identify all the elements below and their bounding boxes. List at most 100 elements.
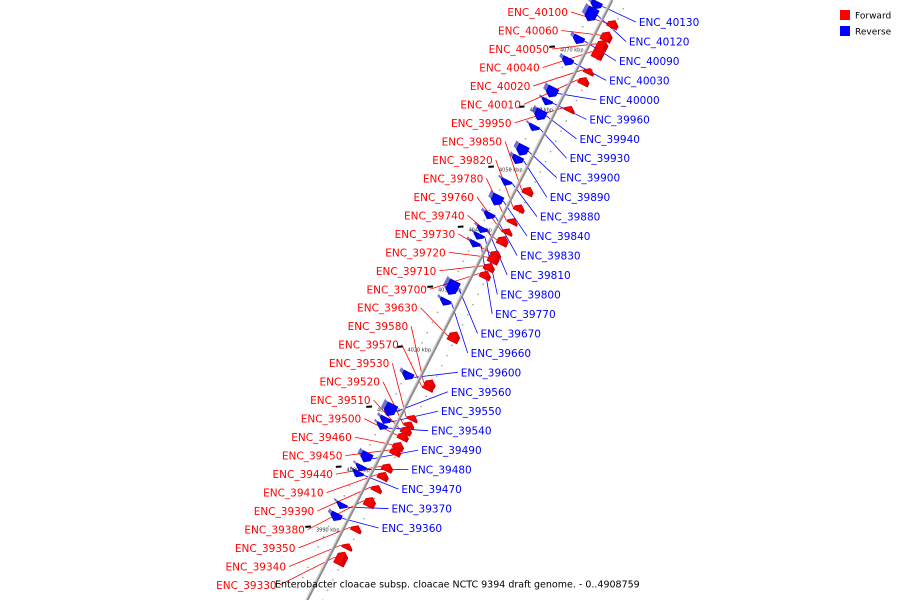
gene-feature-enc-39340[interactable] [341,543,353,552]
gene-feature-enc-39720[interactable] [486,253,500,266]
gene-label-enc-39560[interactable]: ENC_39560 [451,387,511,399]
gene-feature-enc-40000[interactable] [543,82,560,98]
gene-feature-enc-39460[interactable] [391,441,405,453]
gene-feature-enc-39660[interactable] [437,293,452,306]
gene-label-enc-39630[interactable]: ENC_39630 [357,303,417,315]
gene-feature-enc-39360[interactable] [327,508,343,522]
gene-label-enc-40040[interactable]: ENC_40040 [479,62,539,74]
gene-feature-enc-39960[interactable] [539,94,554,106]
gene-feature-enc-39930[interactable] [525,119,541,132]
gene-feature-enc-40020[interactable] [582,68,595,77]
gene-label-enc-39830[interactable]: ENC_39830 [520,251,580,263]
gene-label-enc-39370[interactable]: ENC_39370 [391,504,451,516]
gene-label-enc-39670[interactable]: ENC_39670 [481,328,541,340]
gene-label-enc-39570[interactable]: ENC_39570 [338,340,398,352]
gene-feature-enc-39570[interactable] [421,384,434,393]
gene-arrow-enc-39470[interactable] [352,468,365,478]
gene-label-enc-39660[interactable]: ENC_39660 [471,348,531,360]
gene-label-enc-39480[interactable]: ENC_39480 [411,465,471,477]
gene-feature-enc-39880[interactable] [498,174,513,186]
gene-arrow-enc-40030[interactable] [561,55,575,66]
gene-feature-enc-39830[interactable] [481,207,496,220]
gene-label-enc-39780[interactable]: ENC_39780 [423,173,483,185]
gene-label-enc-40090[interactable]: ENC_40090 [619,56,679,68]
gene-feature-enc-39710[interactable] [482,263,495,274]
gene-label-enc-39550[interactable]: ENC_39550 [441,406,501,418]
gene-feature-enc-40030[interactable] [559,52,575,66]
gene-arrow-enc-39880[interactable] [500,177,513,186]
gene-arrow-enc-40000[interactable] [545,84,560,98]
gene-feature-enc-39370[interactable] [333,497,348,510]
gene-arrow-enc-40120[interactable] [584,5,600,22]
gene-label-enc-39530[interactable]: ENC_39530 [329,358,389,370]
gene-feature-enc-40130[interactable] [588,0,603,10]
gene-label-enc-39760[interactable]: ENC_39760 [413,192,473,204]
gene-feature-enc-39800[interactable] [470,228,485,240]
gene-feature-enc-39480[interactable] [353,460,368,472]
gene-arrow-enc-39810[interactable] [476,224,489,234]
gene-feature-enc-39890[interactable] [509,151,525,165]
gene-label-enc-39930[interactable]: ENC_39930 [570,153,630,165]
gene-feature-enc-40040[interactable] [590,47,605,62]
gene-feature-enc-39560[interactable] [381,398,399,417]
gene-label-enc-39410[interactable]: ENC_39410 [263,488,323,500]
gene-feature-enc-39940[interactable] [531,104,548,121]
gene-label-enc-40030[interactable]: ENC_40030 [609,75,669,87]
gene-feature-enc-39780[interactable] [506,218,518,227]
gene-arrow-enc-39800[interactable] [473,231,485,240]
gene-arrow-enc-39770[interactable] [469,238,481,248]
gene-feature-enc-39390[interactable] [370,485,383,495]
gene-feature-enc-40100[interactable] [606,20,619,31]
gene-label-enc-40100[interactable]: ENC_40100 [507,7,567,19]
gene-feature-enc-39850[interactable] [521,186,534,198]
gene-label-enc-39940[interactable]: ENC_39940 [579,134,639,146]
gene-feature-enc-39740[interactable] [495,236,509,248]
gene-label-enc-39340[interactable]: ENC_39340 [226,562,286,574]
gene-feature-enc-39330[interactable] [333,551,349,568]
gene-label-enc-40050[interactable]: ENC_40050 [489,44,549,56]
gene-feature-enc-39410[interactable] [376,471,389,483]
gene-arrow-enc-39540[interactable] [376,421,389,430]
gene-label-enc-40060[interactable]: ENC_40060 [498,25,558,37]
gene-label-enc-39810[interactable]: ENC_39810 [510,270,570,282]
gene-label-enc-40020[interactable]: ENC_40020 [470,81,530,93]
gene-label-enc-40130[interactable]: ENC_40130 [639,17,699,29]
gene-feature-enc-39670[interactable] [442,275,461,295]
gene-feature-enc-39770[interactable] [466,236,481,248]
gene-arrow-enc-40090[interactable] [572,33,586,45]
gene-arrow-enc-39930[interactable] [528,122,541,132]
gene-feature-enc-39470[interactable] [350,466,365,478]
gene-label-enc-39460[interactable]: ENC_39460 [291,432,351,444]
gene-feature-enc-39440[interactable] [380,463,394,474]
gene-arrow-enc-39660[interactable] [439,296,452,306]
gene-feature-enc-39510[interactable] [399,426,412,437]
gene-label-enc-39490[interactable]: ENC_39490 [421,445,481,457]
gene-label-enc-39890[interactable]: ENC_39890 [550,192,610,204]
gene-label-enc-39600[interactable]: ENC_39600 [461,367,521,379]
gene-arrow-enc-39480[interactable] [355,462,368,472]
gene-label-enc-39450[interactable]: ENC_39450 [282,451,342,463]
gene-feature-enc-39350[interactable] [349,525,362,535]
gene-arrow-enc-39560[interactable] [383,401,399,417]
gene-label-enc-40000[interactable]: ENC_40000 [599,95,659,107]
gene-arrow-enc-39670[interactable] [445,278,461,295]
gene-label-enc-39520[interactable]: ENC_39520 [319,377,379,389]
gene-label-enc-39710[interactable]: ENC_39710 [376,266,436,278]
gene-label-enc-39720[interactable]: ENC_39720 [385,247,445,259]
gene-feature-enc-40060[interactable] [599,31,613,44]
gene-feature-enc-40010[interactable] [577,77,590,88]
gene-label-enc-39960[interactable]: ENC_39960 [589,114,649,126]
gene-arrow-enc-39830[interactable] [483,210,496,220]
gene-label-enc-39900[interactable]: ENC_39900 [560,173,620,185]
gene-feature-enc-39380[interactable] [362,497,377,510]
gene-label-enc-39820[interactable]: ENC_39820 [432,155,492,167]
gene-label-enc-39840[interactable]: ENC_39840 [530,231,590,243]
gene-feature-enc-39520[interactable] [402,421,415,431]
gene-label-enc-39470[interactable]: ENC_39470 [401,484,461,496]
gene-feature-enc-39700[interactable] [478,270,491,282]
gene-arrow-enc-39890[interactable] [511,153,525,165]
gene-arrow-enc-39960[interactable] [541,96,554,106]
gene-label-enc-39380[interactable]: ENC_39380 [244,525,304,537]
gene-feature-enc-40090[interactable] [570,31,586,45]
gene-label-enc-39800[interactable]: ENC_39800 [500,289,560,301]
